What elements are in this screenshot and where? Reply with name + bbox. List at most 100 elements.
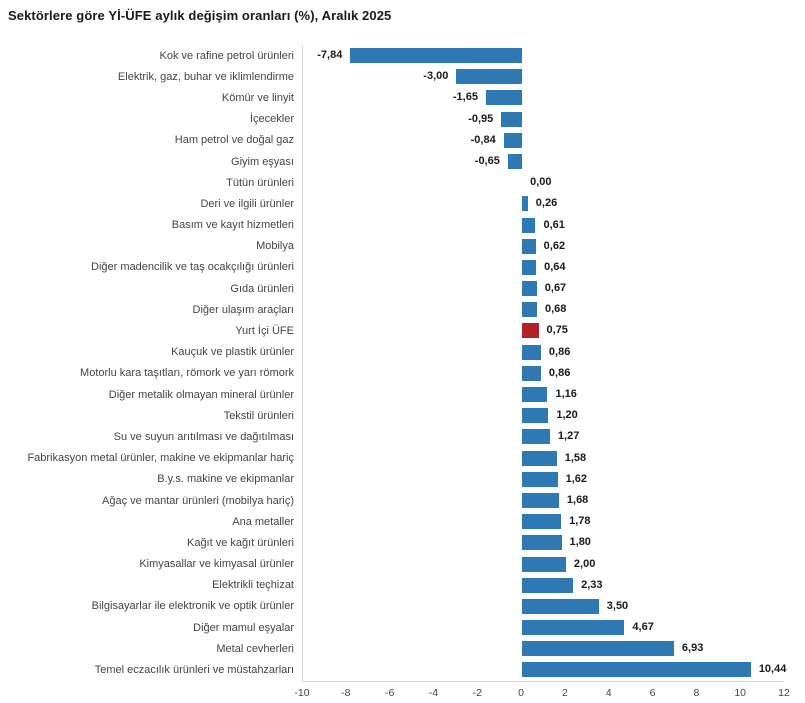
value-label: 0,86 xyxy=(548,366,571,379)
x-tick-label: 4 xyxy=(605,686,612,699)
chart-row: Temel eczacılık ürünleri ve müstahzarlar… xyxy=(0,659,805,681)
category-label: Ağaç ve mantar ürünleri (mobilya hariç) xyxy=(102,494,294,507)
category-label: Basım ve kayıt hizmetleri xyxy=(171,219,294,232)
plot-cell: -0,95 xyxy=(302,108,785,130)
x-tick-label: -2 xyxy=(472,686,482,699)
bar xyxy=(522,281,537,297)
category-label: Diğer metalik olmayan mineral ürünler xyxy=(108,388,294,401)
value-label: 3,50 xyxy=(606,599,629,612)
bar xyxy=(522,365,541,381)
category-label: Giyim eşyası xyxy=(231,155,294,168)
category-label: Kağıt ve kağıt ürünleri xyxy=(186,536,294,549)
plot-cell: 10,44 xyxy=(302,659,786,681)
chart-row: Gıda ürünleri 0,67 xyxy=(0,278,805,300)
chart-row: Kağıt ve kağıt ürünleri 1,80 xyxy=(0,532,805,554)
category-label: Tütün ürünleri xyxy=(226,176,294,189)
plot-cell: -3,00 xyxy=(302,66,785,88)
value-label: 0,26 xyxy=(535,197,558,210)
plot-cell: 1,58 xyxy=(302,447,785,469)
category-label: Yurt İçi ÜFE xyxy=(235,325,294,338)
bar xyxy=(522,429,550,445)
x-tick-label: -8 xyxy=(341,686,351,699)
bar xyxy=(522,471,558,487)
category-label: Ana metaller xyxy=(232,515,294,528)
chart-row: Yurt İçi ÜFE 0,75 xyxy=(0,320,805,342)
x-tick-label: 10 xyxy=(734,686,747,699)
chart-row: Bilgisayarlar ile elektronik ve optik ür… xyxy=(0,595,805,618)
chart-row: Kömür ve linyit -1,65 xyxy=(0,87,805,109)
category-label: Kok ve rafine petrol ürünleri xyxy=(159,49,294,62)
category-label: Metal cevherleri xyxy=(216,642,294,655)
plot-cell: 1,78 xyxy=(302,511,785,533)
x-axis-line xyxy=(302,680,784,682)
category-label: Kauçuk ve plastik ürünler xyxy=(171,346,294,359)
chart-row: B.y.s. makine ve ekipmanlar 1,62 xyxy=(0,468,805,490)
value-label: 0,67 xyxy=(544,282,567,295)
plot-cell: 0,67 xyxy=(302,278,785,300)
category-label: Diğer mamul eşyalar xyxy=(193,621,294,634)
bar xyxy=(522,556,566,572)
plot-cell: 3,50 xyxy=(302,595,785,618)
value-label: 1,62 xyxy=(565,472,587,485)
chart-row: Diğer mamul eşyalar 4,67 xyxy=(0,617,805,639)
chart-row: İçecekler -0,95 xyxy=(0,108,805,130)
plot-cell: 1,27 xyxy=(302,426,785,448)
bar xyxy=(522,620,625,636)
bar-chart: Kok ve rafine petrol ürünleri -7,84 Elektr… xyxy=(0,45,805,702)
category-label: Temel eczacılık ürünleri ve müstahzarlar… xyxy=(94,664,294,677)
chart-row: Diğer madencilik ve taş ocakçılığı ürünl… xyxy=(0,256,805,279)
value-label: 1,78 xyxy=(569,515,591,528)
chart-row: Tütün ürünleri 0,00 xyxy=(0,172,805,194)
bar xyxy=(522,535,562,551)
value-label: 2,00 xyxy=(573,557,596,570)
chart-title: Sektörlere göre Yİ-ÜFE aylık değişim ora… xyxy=(8,8,392,23)
category-label: Motorlu kara taşıtları, römork ve yarı r… xyxy=(80,367,294,380)
bar xyxy=(507,153,523,169)
x-tick-label: 12 xyxy=(778,686,790,699)
value-label: 0,75 xyxy=(546,324,568,337)
plot-cell: 0,75 xyxy=(302,320,785,342)
bar xyxy=(522,259,537,275)
chart-row: Motorlu kara taşıtları, römork ve yarı r… xyxy=(0,362,805,384)
x-tick-label: 2 xyxy=(561,686,568,699)
bar xyxy=(501,111,523,127)
category-label: B.y.s. makine ve ekipmanlar xyxy=(157,473,294,486)
bar xyxy=(522,641,674,657)
x-tick-label: -4 xyxy=(428,686,439,699)
value-label: -0,65 xyxy=(474,154,500,167)
chart-row: Tekstil ürünleri 1,20 xyxy=(0,405,805,427)
value-label: -0,84 xyxy=(470,133,496,146)
bar xyxy=(485,90,523,106)
chart-row: Fabrikasyon metal ürünler, makine ve eki… xyxy=(0,447,805,469)
value-label: -1,65 xyxy=(452,91,478,104)
plot-cell: 1,16 xyxy=(302,384,785,406)
chart-row: Diğer ulaşım araçları 0,68 xyxy=(0,299,805,321)
plot-cell: 4,67 xyxy=(302,617,785,639)
value-label: 0,61 xyxy=(543,218,565,231)
bar xyxy=(522,598,599,614)
chart-row: Ağaç ve mantar ürünleri (mobilya hariç) 1… xyxy=(0,489,805,512)
value-label: 6,93 xyxy=(681,642,704,655)
plot-cell: 0,26 xyxy=(302,193,785,215)
category-label: Deri ve ilgili ürünler xyxy=(200,197,294,210)
value-label: 1,68 xyxy=(566,493,589,506)
plot-cell: 2,33 xyxy=(302,574,785,596)
chart-row: Ana metaller 1,78 xyxy=(0,511,805,533)
category-label: Kimyasallar ve kimyasal ürünler xyxy=(139,558,294,571)
chart-row: Su ve suyun arıtılması ve dağıtılması 1,2… xyxy=(0,426,805,448)
bar xyxy=(522,217,536,233)
value-label: 1,27 xyxy=(557,430,580,443)
category-label: Bilgisayarlar ile elektronik ve optik ür… xyxy=(91,600,294,613)
category-label: İçecekler xyxy=(249,113,294,126)
bar xyxy=(522,450,557,466)
value-label: 1,58 xyxy=(564,451,587,464)
category-label: Diğer madencilik ve taş ocakçılığı ürünl… xyxy=(91,261,294,274)
value-label: 1,16 xyxy=(555,388,577,400)
bar xyxy=(522,408,549,424)
plot-cell: -7,84 xyxy=(302,45,785,67)
category-label: Kömür ve linyit xyxy=(221,91,294,104)
category-label: Diğer ulaşım araçları xyxy=(192,303,294,316)
bar xyxy=(522,387,548,402)
value-label: 2,33 xyxy=(581,578,603,591)
